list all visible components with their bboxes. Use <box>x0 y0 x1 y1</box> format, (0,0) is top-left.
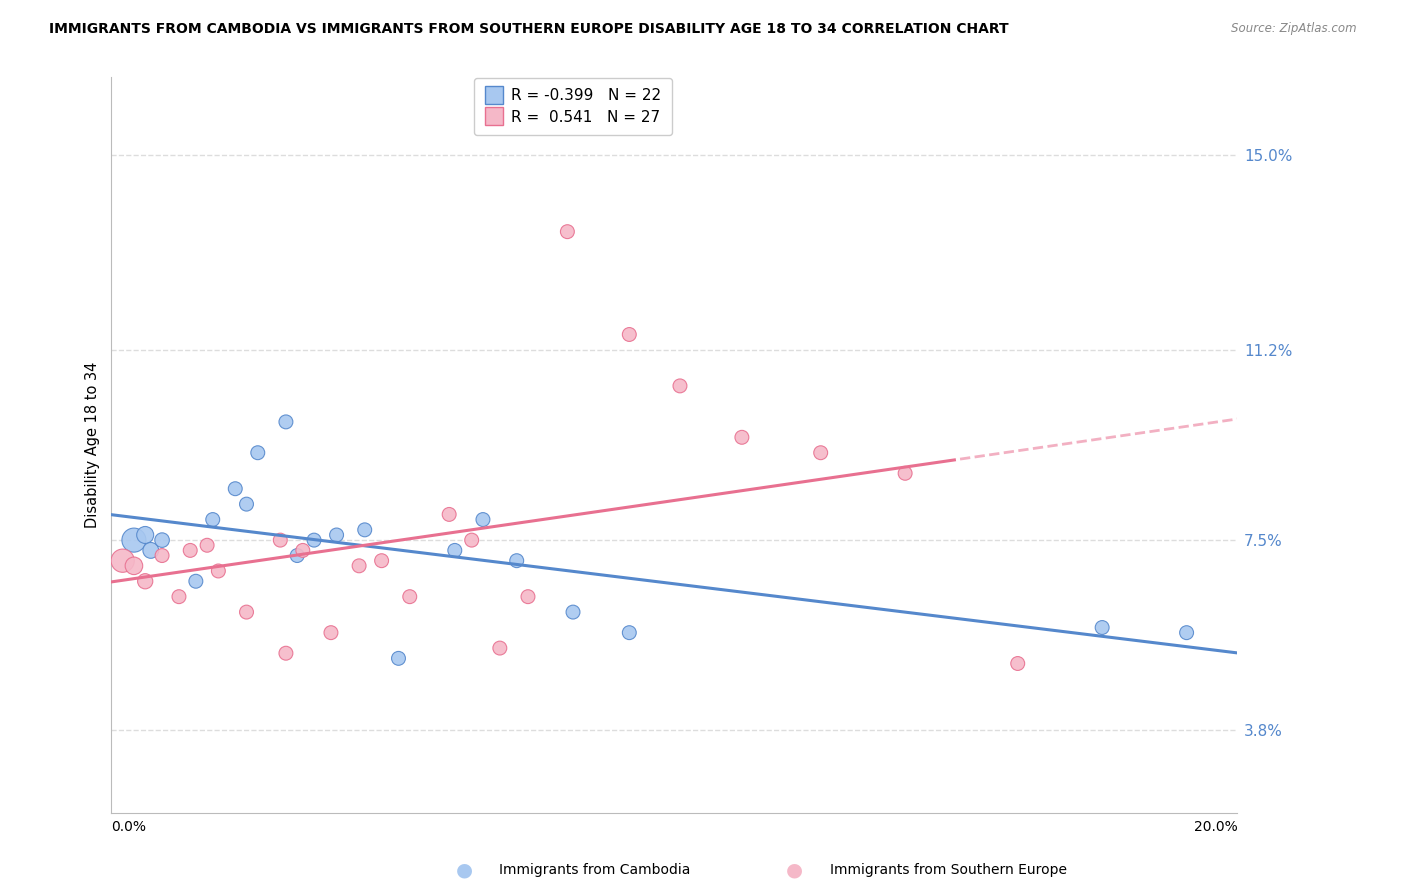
Point <box>207 564 229 578</box>
Point <box>562 605 585 619</box>
Point <box>731 430 754 444</box>
Legend: R = -0.399   N = 22, R =  0.541   N = 27: R = -0.399 N = 22, R = 0.541 N = 27 <box>474 78 672 136</box>
Point <box>302 533 325 548</box>
Point <box>111 554 134 568</box>
Text: Immigrants from Cambodia: Immigrants from Cambodia <box>499 863 690 877</box>
Point <box>122 533 145 548</box>
Point <box>139 543 162 558</box>
Point <box>274 415 297 429</box>
Point <box>619 625 641 640</box>
Text: ●: ● <box>456 860 472 880</box>
Point <box>488 641 510 656</box>
Point <box>1175 625 1198 640</box>
Point <box>134 528 156 542</box>
Point <box>291 543 314 558</box>
Point <box>810 446 832 460</box>
Point <box>387 651 409 665</box>
Point <box>460 533 482 548</box>
Point <box>285 549 308 563</box>
Point <box>443 543 465 558</box>
Point <box>246 446 269 460</box>
Point <box>669 379 692 393</box>
Point <box>319 625 342 640</box>
Point <box>619 327 641 342</box>
Point <box>269 533 291 548</box>
Point <box>370 554 392 568</box>
Point <box>894 467 917 481</box>
Text: ●: ● <box>786 860 803 880</box>
Text: 0.0%: 0.0% <box>111 820 146 834</box>
Point <box>201 512 224 526</box>
Point <box>471 512 494 526</box>
Text: 20.0%: 20.0% <box>1194 820 1237 834</box>
Point <box>235 605 257 619</box>
Point <box>557 225 579 239</box>
Y-axis label: Disability Age 18 to 34: Disability Age 18 to 34 <box>86 362 100 528</box>
Point <box>1091 620 1114 634</box>
Point <box>150 533 173 548</box>
Point <box>134 574 156 589</box>
Point <box>167 590 190 604</box>
Point <box>195 538 218 552</box>
Point <box>274 646 297 660</box>
Point <box>184 574 207 589</box>
Point <box>353 523 375 537</box>
Point <box>224 482 246 496</box>
Point <box>347 558 370 573</box>
Point <box>325 528 347 542</box>
Point <box>506 554 529 568</box>
Point <box>235 497 257 511</box>
Point <box>437 508 460 522</box>
Point <box>1007 657 1029 671</box>
Text: Immigrants from Southern Europe: Immigrants from Southern Europe <box>830 863 1067 877</box>
Point <box>150 549 173 563</box>
Text: Source: ZipAtlas.com: Source: ZipAtlas.com <box>1232 22 1357 36</box>
Point <box>517 590 540 604</box>
Text: IMMIGRANTS FROM CAMBODIA VS IMMIGRANTS FROM SOUTHERN EUROPE DISABILITY AGE 18 TO: IMMIGRANTS FROM CAMBODIA VS IMMIGRANTS F… <box>49 22 1010 37</box>
Point <box>398 590 420 604</box>
Point <box>179 543 201 558</box>
Point <box>122 558 145 573</box>
